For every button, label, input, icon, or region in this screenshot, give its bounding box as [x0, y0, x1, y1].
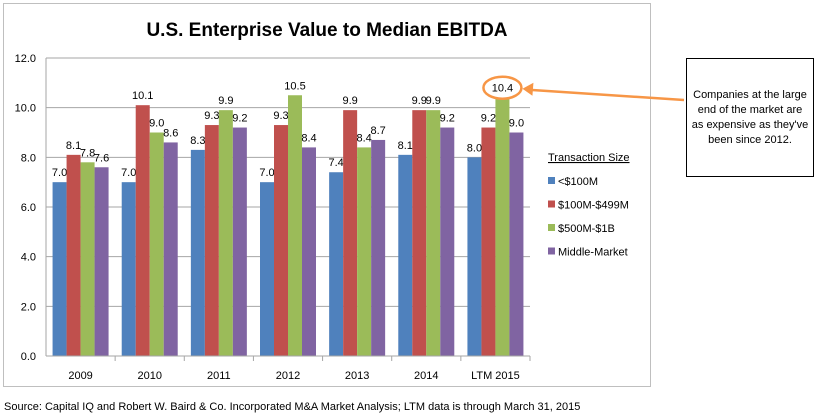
data-label: 7.8	[80, 147, 95, 159]
bar	[94, 167, 109, 356]
bar	[329, 172, 344, 356]
legend-title: Transaction Size	[548, 152, 630, 164]
data-label: 7.0	[259, 167, 274, 179]
data-label: 7.4	[328, 157, 343, 169]
bar	[149, 132, 164, 356]
y-tick-label: 12.0	[15, 53, 36, 65]
bar	[481, 127, 496, 357]
data-label: 9.3	[273, 110, 288, 122]
data-label: 7.6	[94, 152, 109, 164]
y-tick-label: 4.0	[21, 252, 36, 264]
x-tick-label: 2012	[276, 370, 300, 382]
bar	[426, 110, 441, 357]
legend-swatch	[548, 177, 555, 184]
x-tick-label: 2013	[345, 370, 369, 382]
highlight-circle	[482, 75, 523, 100]
data-label: 8.4	[301, 132, 316, 144]
callout-box: Companies at the large end of the market…	[686, 58, 814, 177]
data-label: 9.2	[440, 113, 455, 125]
bar	[398, 154, 413, 356]
data-label: 8.0	[467, 142, 482, 154]
legend-label: $100M-$499M	[558, 200, 629, 212]
legend-swatch	[548, 247, 555, 255]
bar	[52, 182, 67, 356]
data-label: 8.1	[398, 140, 413, 152]
data-label: 8.4	[356, 132, 371, 144]
callout-text: Companies at the large end of the market…	[691, 88, 809, 146]
bar	[288, 95, 302, 356]
x-tick-label: 2014	[414, 370, 438, 382]
y-tick-label: 0.0	[21, 351, 36, 363]
bar	[121, 182, 136, 356]
y-tick-label: 2.0	[21, 301, 36, 313]
data-label: 10.5	[284, 80, 305, 92]
chart-frame	[3, 3, 651, 387]
data-label: 10.4	[492, 83, 513, 95]
legend-swatch	[548, 224, 555, 231]
data-label: 7.0	[121, 167, 136, 179]
x-tick-label: 2009	[68, 370, 92, 382]
bar	[371, 139, 386, 356]
callout-arrow	[528, 88, 685, 102]
legend-label: $500M-$1B	[558, 223, 615, 235]
x-tick-label: 2010	[137, 370, 161, 382]
x-tick-label: 2011	[207, 370, 231, 382]
data-label: 9.2	[232, 113, 247, 125]
bar-chart: U.S. Enterprise Value to Median EBITDA 0.…	[15, 20, 685, 382]
bar	[467, 157, 482, 356]
data-label: 9.3	[204, 110, 219, 122]
bar	[495, 97, 510, 356]
chart-title: U.S. Enterprise Value to Median EBITDA	[146, 20, 507, 41]
data-label: 9.9	[426, 95, 441, 107]
data-label: 8.6	[163, 127, 178, 139]
data-label: 9.2	[481, 113, 496, 125]
data-label: 7.0	[52, 167, 67, 179]
data-label: 8.7	[370, 125, 385, 137]
data-label: 9.9	[412, 95, 427, 107]
bar	[302, 147, 316, 356]
arrowhead-icon	[522, 82, 534, 96]
bar	[66, 154, 81, 356]
bar	[412, 110, 427, 357]
bar	[135, 105, 150, 356]
bar	[274, 125, 288, 356]
y-tick-label: 6.0	[21, 202, 36, 214]
y-tick-label: 8.0	[21, 152, 36, 164]
bar	[509, 132, 524, 356]
bar	[260, 182, 274, 356]
data-label: 8.3	[190, 135, 205, 147]
x-tick-label: LTM 2015	[471, 370, 520, 382]
bar	[80, 162, 95, 356]
y-tick-label: 10.0	[15, 103, 36, 115]
data-label: 9.0	[149, 118, 164, 130]
legend-label: <$100M	[558, 176, 598, 188]
bar	[218, 110, 233, 357]
data-label: 10.1	[132, 90, 153, 102]
bar	[232, 127, 247, 357]
legend-label: Middle-Market	[558, 247, 628, 259]
source-note: Source: Capital IQ and Robert W. Baird &…	[4, 401, 581, 413]
data-label: 9.9	[218, 95, 233, 107]
bar	[204, 125, 219, 356]
bar	[343, 110, 358, 357]
bar	[440, 127, 455, 357]
data-label: 8.1	[66, 140, 81, 152]
bar	[163, 142, 178, 356]
data-label: 9.0	[509, 118, 524, 130]
data-label: 9.9	[342, 95, 357, 107]
bar	[357, 147, 372, 356]
legend-swatch	[548, 200, 555, 208]
bar	[190, 149, 205, 356]
